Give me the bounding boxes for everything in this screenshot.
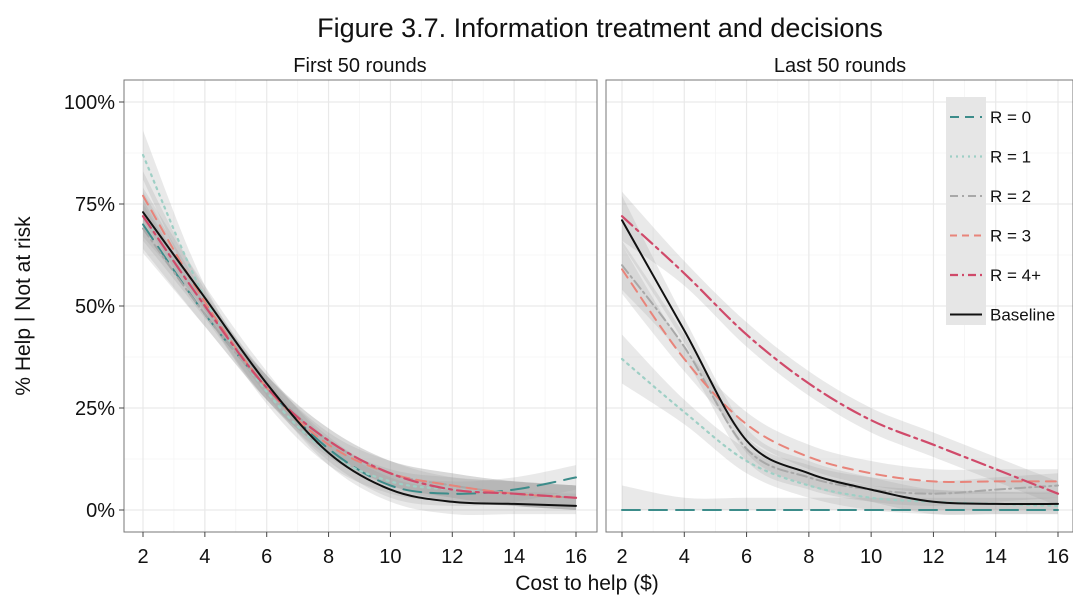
y-tick-label: 0%: [86, 500, 115, 522]
panel-border: [605, 79, 1073, 533]
confidence-band: [143, 204, 576, 510]
x-tick-label: 10: [379, 546, 401, 568]
series-line-r-3: [142, 194, 577, 499]
x-tick-label: 8: [803, 546, 814, 568]
confidence-band: [622, 240, 1058, 506]
x-tick-label: 16: [565, 546, 587, 568]
y-tick-label: 50%: [75, 296, 115, 318]
confidence-band: [143, 199, 576, 507]
series-line-r-4: [620, 215, 1060, 495]
x-tick-label: 12: [922, 546, 944, 568]
confidence-band: [143, 191, 576, 511]
series-line-r-3: [621, 268, 1059, 484]
x-axis-label: Cost to help ($): [515, 572, 659, 595]
x-tick-label: 10: [860, 546, 882, 568]
series-line-r-2: [621, 264, 1059, 495]
legend: R = 0 R = 1 R = 2 R = 3 R = 4+ Baseline: [946, 97, 1055, 325]
legend-label: Baseline: [990, 306, 1055, 325]
x-tick-label: 4: [199, 546, 210, 568]
x-tick-label: 2: [616, 546, 627, 568]
legend-key-background: [946, 97, 986, 325]
confidence-band: [622, 334, 1058, 515]
panel-last-50-rounds: 2 4 6 8 10 12 14 16: [605, 79, 1073, 568]
x-tick-label: 6: [741, 546, 752, 568]
series-line-baseline: [621, 219, 1059, 506]
y-tick-label: 25%: [75, 398, 115, 420]
series-line-r-2: [142, 227, 577, 499]
legend-label: R = 1: [990, 148, 1031, 167]
legend-label: R = 4+: [990, 266, 1041, 285]
panel-title-last: Last 50 rounds: [774, 55, 906, 77]
series-line-r-4: [141, 215, 578, 499]
y-tick-label: 100%: [64, 92, 115, 114]
panel-first-50-rounds: 2 4 6 8 10 12 14 16 0% 25% 50% 75% 100%: [64, 79, 598, 568]
x-tick-label: 12: [441, 546, 463, 568]
x-tick-label: 6: [261, 546, 272, 568]
x-tick-label: 2: [137, 546, 148, 568]
legend-label: R = 3: [990, 227, 1031, 246]
x-tick-label: 4: [679, 546, 690, 568]
x-tick-label: 14: [985, 546, 1007, 568]
y-axis-label: % Help | Not at risk: [12, 216, 35, 396]
confidence-band: [622, 191, 1058, 506]
confidence-band: [622, 244, 1058, 495]
x-tick-label: 8: [323, 546, 334, 568]
x-tick-label: 14: [503, 546, 525, 568]
chart-title: Figure 3.7. Information treatment and de…: [317, 13, 883, 43]
legend-label: R = 2: [990, 187, 1031, 206]
panel-title-first: First 50 rounds: [293, 55, 426, 77]
legend-label: R = 0: [990, 108, 1031, 127]
y-tick-label: 75%: [75, 194, 115, 216]
series-line-baseline: [142, 211, 577, 507]
x-tick-label: 16: [1047, 546, 1069, 568]
